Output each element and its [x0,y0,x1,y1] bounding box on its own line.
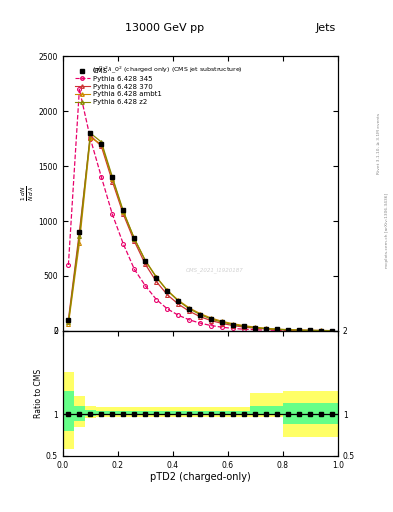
Text: CMS_2021_I1920187: CMS_2021_I1920187 [185,268,243,273]
Text: Rivet 3.1.10, ≥ 3.1M events: Rivet 3.1.10, ≥ 3.1M events [377,113,381,174]
Text: 13000 GeV pp: 13000 GeV pp [125,23,205,33]
Y-axis label: Ratio to CMS: Ratio to CMS [34,369,43,418]
Text: $(p_T^D)^2\lambda\_0^2$ (charged only) (CMS jet substructure): $(p_T^D)^2\lambda\_0^2$ (charged only) (… [92,65,243,75]
Y-axis label: $\frac{1}{N}\frac{dN}{d\,\lambda}$: $\frac{1}{N}\frac{dN}{d\,\lambda}$ [20,186,36,201]
Legend: CMS, Pythia 6.428 345, Pythia 6.428 370, Pythia 6.428 ambt1, Pythia 6.428 z2: CMS, Pythia 6.428 345, Pythia 6.428 370,… [72,66,164,108]
Text: mcplots.cern.ch [arXiv:1306.3436]: mcplots.cern.ch [arXiv:1306.3436] [385,193,389,268]
Text: Jets: Jets [316,23,336,33]
X-axis label: pTD2 (charged-only): pTD2 (charged-only) [150,472,251,482]
